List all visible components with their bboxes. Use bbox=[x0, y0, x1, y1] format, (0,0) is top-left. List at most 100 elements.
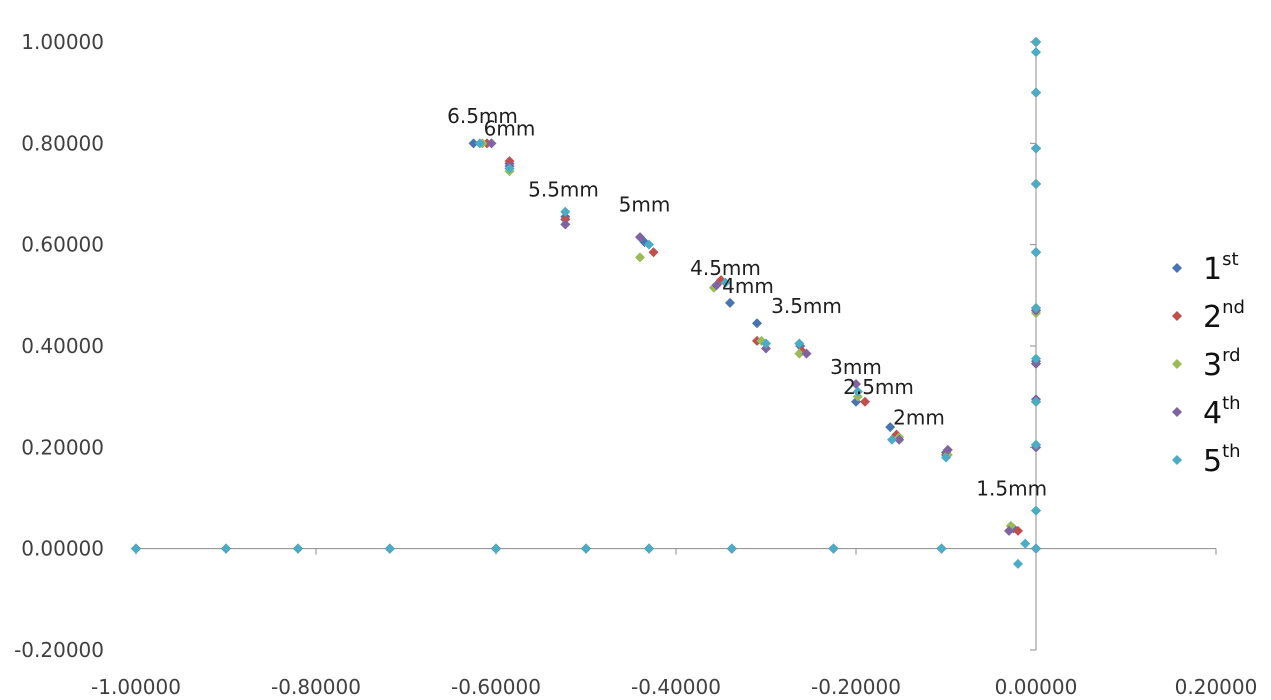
x-tick-label: 0.20000 bbox=[1175, 675, 1258, 699]
data-point bbox=[581, 543, 591, 554]
data-point bbox=[852, 386, 863, 397]
data-point bbox=[131, 543, 141, 554]
annotation-label: 6.5mm bbox=[447, 104, 518, 128]
annotation-label: 4.5mm bbox=[690, 256, 761, 280]
chart-axes bbox=[135, 41, 1217, 651]
legend-item-5th: 5th bbox=[1172, 441, 1241, 479]
legend-label: 4th bbox=[1203, 393, 1241, 431]
data-points bbox=[131, 37, 1041, 569]
data-point bbox=[648, 247, 659, 258]
data-point bbox=[504, 163, 515, 174]
x-tick-labels: -1.00000 -0.80000 -0.60000 -0.40000 -0.20000… bbox=[91, 675, 1257, 699]
data-point bbox=[936, 543, 947, 554]
legend-marker bbox=[1172, 407, 1182, 417]
data-point bbox=[635, 252, 645, 263]
annotation-label: 5.5mm bbox=[528, 178, 599, 202]
data-point bbox=[635, 232, 645, 243]
data-point bbox=[887, 434, 897, 445]
data-point bbox=[852, 391, 863, 402]
data-point bbox=[726, 543, 737, 554]
data-point bbox=[711, 280, 722, 291]
data-point bbox=[486, 138, 497, 149]
annotation-label: 5mm bbox=[619, 193, 671, 217]
series-1st bbox=[131, 37, 1041, 554]
data-point bbox=[941, 452, 951, 463]
x-tick-label: -0.20000 bbox=[811, 675, 901, 699]
data-point bbox=[794, 338, 805, 349]
data-point bbox=[468, 138, 479, 149]
x-tick-label: -0.80000 bbox=[271, 675, 361, 699]
data-point bbox=[1031, 353, 1041, 364]
annotation-label: 2mm bbox=[893, 406, 945, 430]
series-4th bbox=[131, 37, 1041, 554]
annotation-label: 3mm bbox=[830, 355, 882, 379]
y-tick-label: 0.20000 bbox=[21, 435, 104, 459]
data-point bbox=[1031, 37, 1041, 47]
x-tick-label: 0.00000 bbox=[995, 675, 1078, 699]
annotation-label: 1.5mm bbox=[976, 476, 1047, 500]
legend-marker bbox=[1172, 311, 1182, 321]
data-point bbox=[1031, 505, 1041, 516]
series-3rd bbox=[131, 37, 1041, 554]
annotation-label: 3.5mm bbox=[771, 294, 842, 318]
data-point bbox=[794, 348, 805, 359]
data-point bbox=[644, 239, 654, 250]
data-point bbox=[560, 214, 571, 225]
data-point bbox=[720, 277, 731, 288]
data-point bbox=[560, 206, 571, 217]
y-tick-label: 1.00000 bbox=[21, 30, 104, 54]
data-point bbox=[828, 543, 839, 554]
data-point bbox=[1013, 558, 1023, 569]
series-2nd bbox=[131, 37, 1041, 554]
legend-item-3rd: 3rd bbox=[1172, 345, 1241, 383]
data-point bbox=[894, 434, 905, 445]
data-point bbox=[1031, 543, 1041, 554]
legend-label: 2nd bbox=[1203, 297, 1245, 335]
y-tick-labels: -0.20000 0.00000 0.20000 0.40000 0.60000 0.80… bbox=[14, 30, 104, 662]
legend-marker bbox=[1172, 263, 1182, 273]
data-point bbox=[1031, 178, 1041, 189]
data-point bbox=[474, 138, 485, 149]
chart-legend: 1st 2nd 3rd 4th 5th bbox=[1172, 249, 1245, 479]
legend-marker bbox=[1172, 359, 1182, 369]
data-point bbox=[221, 543, 231, 554]
legend-item-4th: 4th bbox=[1172, 393, 1241, 431]
data-point bbox=[1031, 143, 1041, 154]
y-tick-label: 0.60000 bbox=[21, 233, 104, 257]
x-tick-label: -1.00000 bbox=[91, 675, 181, 699]
annotation-label: 4mm bbox=[722, 274, 774, 298]
data-point bbox=[644, 543, 654, 554]
data-point bbox=[761, 343, 771, 354]
y-tick-label: 0.80000 bbox=[21, 131, 104, 155]
series-5th bbox=[131, 37, 1041, 569]
legend-item-2nd: 2nd bbox=[1172, 297, 1245, 335]
data-point bbox=[1031, 303, 1041, 313]
x-tick-label: -0.60000 bbox=[451, 675, 541, 699]
data-point bbox=[1031, 87, 1041, 98]
data-point bbox=[504, 156, 515, 167]
legend-label: 1st bbox=[1203, 249, 1239, 287]
legend-marker bbox=[1172, 455, 1182, 465]
data-point bbox=[384, 543, 395, 554]
data-point bbox=[885, 422, 896, 433]
data-point bbox=[725, 297, 735, 308]
y-tick-label: 0.00000 bbox=[21, 537, 104, 561]
data-point bbox=[1031, 439, 1041, 450]
data-point bbox=[560, 219, 571, 230]
data-point bbox=[801, 348, 812, 359]
data-point bbox=[1031, 247, 1041, 258]
legend-label: 5th bbox=[1203, 441, 1241, 479]
data-point bbox=[1031, 396, 1041, 407]
x-tick-label: -0.40000 bbox=[631, 675, 721, 699]
y-tick-label: 0.40000 bbox=[21, 334, 104, 358]
data-point bbox=[293, 543, 303, 554]
y-tick-label: -0.20000 bbox=[14, 638, 104, 662]
data-point bbox=[752, 318, 762, 329]
data-point bbox=[491, 543, 501, 554]
legend-item-1st: 1st bbox=[1172, 249, 1239, 287]
annotation-label: 2.5mm bbox=[843, 375, 914, 399]
annotation-label: 6mm bbox=[484, 117, 536, 141]
data-point bbox=[851, 379, 861, 389]
